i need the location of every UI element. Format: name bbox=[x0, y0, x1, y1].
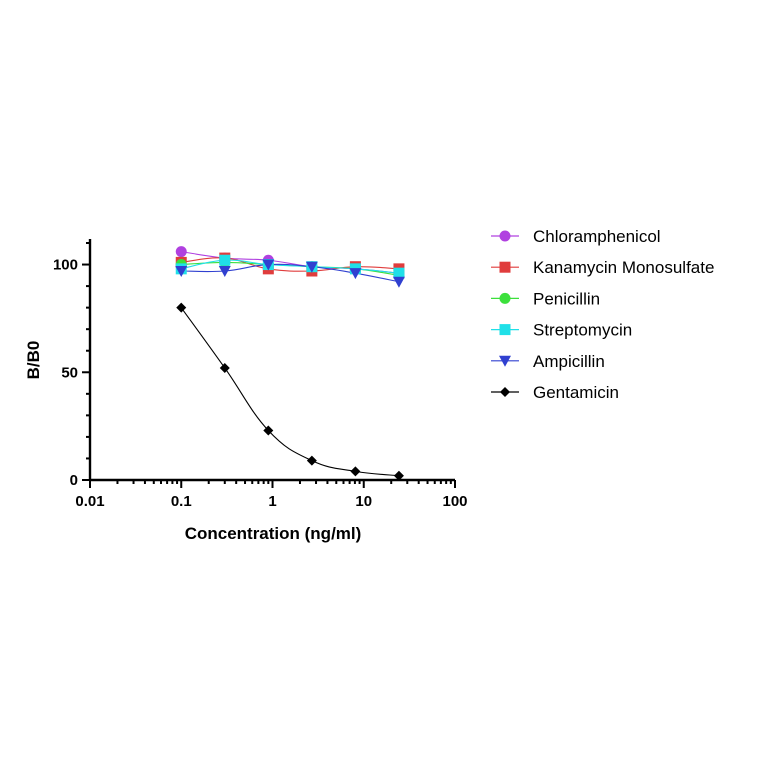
legend-label: Streptomycin bbox=[533, 321, 632, 340]
legend-label: Chloramphenicol bbox=[533, 227, 661, 246]
data-point-gentamicin-2 bbox=[263, 425, 274, 436]
legend-label: Ampicillin bbox=[533, 352, 605, 371]
series-line-gentamicin bbox=[180, 307, 399, 477]
plot-markers bbox=[175, 246, 405, 481]
plot-lines bbox=[180, 251, 400, 477]
x-tick-label: 0.1 bbox=[171, 493, 192, 510]
legend-item-kanamycin-monosulfate: Kanamycin Monosulfate bbox=[491, 258, 714, 277]
y-axis-title: B/B0 bbox=[24, 341, 43, 380]
legend-label: Kanamycin Monosulfate bbox=[533, 258, 714, 277]
legend: Chloramphenicol Kanamycin Monosulfate Peni… bbox=[491, 227, 714, 402]
legend-swatch-marker bbox=[499, 324, 511, 336]
data-point-ampicillin-1 bbox=[218, 266, 231, 278]
data-point-gentamicin-4 bbox=[350, 466, 361, 477]
data-point-gentamicin-1 bbox=[219, 362, 230, 373]
legend-swatch-marker bbox=[499, 355, 511, 367]
legend-item-gentamicin: Gentamicin bbox=[491, 383, 619, 402]
legend-swatch-marker bbox=[499, 230, 511, 242]
x-tick-label: 10 bbox=[355, 493, 372, 510]
legend-item-chloramphenicol: Chloramphenicol bbox=[491, 227, 661, 246]
data-point-streptomycin-1 bbox=[219, 254, 231, 266]
legend-item-ampicillin: Ampicillin bbox=[491, 352, 605, 371]
data-point-ampicillin-5 bbox=[392, 276, 405, 288]
data-point-gentamicin-3 bbox=[306, 455, 317, 466]
y-tick-label: 100 bbox=[53, 257, 78, 274]
data-point-chloramphenicol-0 bbox=[175, 246, 187, 258]
legend-swatch-marker bbox=[499, 292, 511, 304]
x-tick-label: 0.01 bbox=[75, 493, 104, 510]
legend-item-streptomycin: Streptomycin bbox=[491, 321, 632, 340]
data-point-streptomycin-5 bbox=[393, 267, 405, 279]
data-point-ampicillin-2 bbox=[262, 259, 275, 271]
legend-item-penicillin: Penicillin bbox=[491, 289, 600, 308]
data-point-ampicillin-0 bbox=[175, 266, 188, 278]
legend-label: Penicillin bbox=[533, 289, 600, 308]
y-tick-label: 0 bbox=[70, 472, 78, 489]
x-tick-label: 1 bbox=[268, 493, 276, 510]
y-tick-label: 50 bbox=[61, 364, 78, 381]
x-tick-label: 100 bbox=[442, 493, 467, 510]
data-point-gentamicin-0 bbox=[176, 302, 187, 313]
x-axis-title: Concentration (ng/ml) bbox=[185, 524, 362, 543]
axes: 0.01 0.1 1 10 100 0 50 100 bbox=[53, 239, 468, 510]
legend-label: Gentamicin bbox=[533, 383, 619, 402]
legend-swatch-marker bbox=[500, 387, 510, 397]
data-point-gentamicin-5 bbox=[393, 470, 404, 481]
data-point-ampicillin-3 bbox=[305, 261, 318, 273]
legend-swatch-marker bbox=[499, 261, 511, 273]
data-point-ampicillin-4 bbox=[349, 268, 362, 280]
